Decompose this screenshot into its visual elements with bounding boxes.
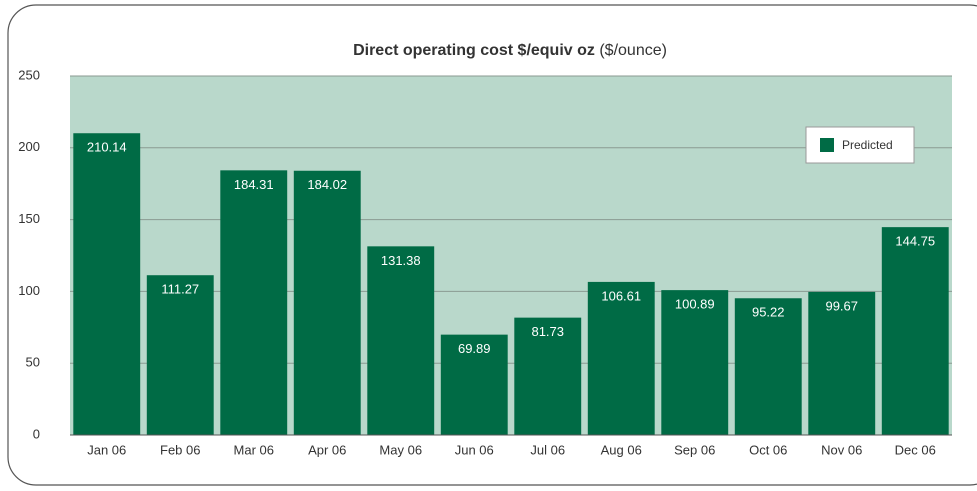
title-main: Direct operating cost $/equiv oz bbox=[353, 42, 595, 59]
bar bbox=[440, 334, 508, 435]
value-label: 106.61 bbox=[601, 288, 641, 303]
value-label: 144.75 bbox=[895, 234, 935, 249]
bar bbox=[367, 246, 435, 435]
value-label: 81.73 bbox=[531, 324, 564, 339]
legend-swatch bbox=[820, 138, 834, 152]
bar bbox=[661, 290, 729, 435]
chart-title: Direct operating cost $/equiv oz ($/ounc… bbox=[353, 42, 667, 59]
bar bbox=[881, 227, 949, 435]
bar bbox=[587, 281, 655, 435]
value-label: 184.02 bbox=[307, 177, 347, 192]
y-tick-label: 50 bbox=[26, 355, 40, 370]
value-label: 111.27 bbox=[161, 282, 199, 297]
value-label: 210.14 bbox=[87, 140, 127, 155]
bar bbox=[293, 170, 361, 435]
x-tick-label: May 06 bbox=[379, 442, 422, 457]
value-label: 100.89 bbox=[675, 297, 715, 312]
x-tick-label: Jul 06 bbox=[530, 442, 565, 457]
x-tick-label: Nov 06 bbox=[821, 442, 862, 457]
bar bbox=[514, 317, 582, 435]
y-tick-label: 0 bbox=[33, 426, 40, 441]
value-label: 99.67 bbox=[825, 298, 858, 313]
x-tick-label: Aug 06 bbox=[601, 442, 642, 457]
value-label: 184.31 bbox=[234, 177, 274, 192]
x-tick-label: Sep 06 bbox=[674, 442, 715, 457]
x-tick-label: Jun 06 bbox=[455, 442, 494, 457]
title-unit: ($/ounce) bbox=[599, 42, 667, 59]
x-tick-label: Oct 06 bbox=[749, 442, 787, 457]
y-tick-label: 200 bbox=[18, 139, 40, 154]
value-label: 95.22 bbox=[752, 305, 785, 320]
bar bbox=[146, 275, 214, 435]
bar bbox=[73, 133, 141, 435]
y-tick-label: 100 bbox=[18, 283, 40, 298]
bar bbox=[220, 170, 288, 435]
value-label: 69.89 bbox=[458, 341, 491, 356]
y-tick-label: 250 bbox=[18, 67, 40, 82]
bar bbox=[808, 291, 876, 435]
x-tick-label: Apr 06 bbox=[308, 442, 346, 457]
value-label: 131.38 bbox=[381, 253, 421, 268]
x-tick-label: Feb 06 bbox=[160, 442, 200, 457]
plot-area bbox=[70, 76, 952, 435]
legend-label: Predicted bbox=[842, 138, 893, 152]
x-tick-label: Jan 06 bbox=[87, 442, 126, 457]
y-tick-label: 150 bbox=[18, 211, 40, 226]
bar bbox=[734, 298, 802, 435]
x-tick-label: Mar 06 bbox=[234, 442, 274, 457]
x-tick-label: Dec 06 bbox=[895, 442, 936, 457]
legend-box bbox=[805, 126, 915, 164]
